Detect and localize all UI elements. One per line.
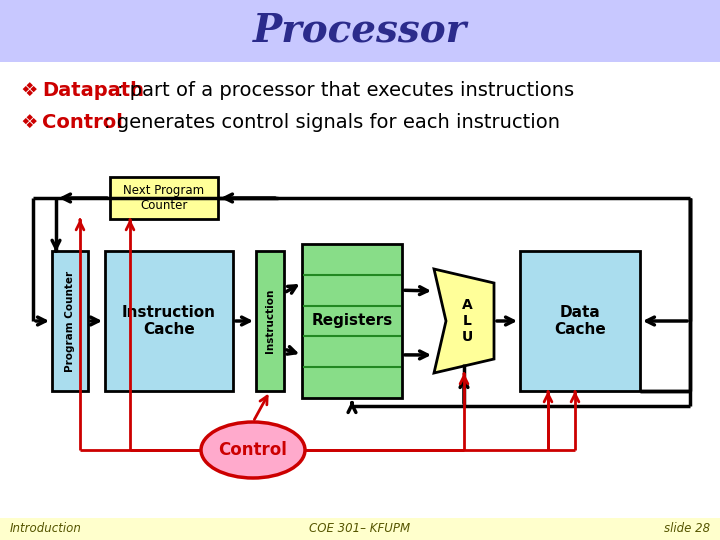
Text: Introduction: Introduction xyxy=(10,523,82,536)
Text: Next Program
Counter: Next Program Counter xyxy=(123,184,204,212)
Bar xyxy=(302,244,402,398)
Text: Control: Control xyxy=(219,441,287,459)
Text: Datapath: Datapath xyxy=(42,80,144,99)
Bar xyxy=(105,251,233,391)
Text: : generates control signals for each instruction: : generates control signals for each ins… xyxy=(104,112,560,132)
Text: Instruction: Instruction xyxy=(265,289,275,353)
Bar xyxy=(520,251,640,391)
Bar xyxy=(256,251,284,391)
Text: ❖: ❖ xyxy=(20,112,37,132)
Text: slide 28: slide 28 xyxy=(664,523,710,536)
Bar xyxy=(110,177,218,219)
Text: ❖: ❖ xyxy=(20,80,37,99)
Text: Registers: Registers xyxy=(311,314,392,328)
Polygon shape xyxy=(434,269,494,373)
Bar xyxy=(0,0,720,62)
Bar xyxy=(52,251,88,391)
Text: Control: Control xyxy=(42,112,123,132)
Bar xyxy=(0,518,720,540)
Text: A
L
U: A L U xyxy=(462,298,472,344)
Text: Data
Cache: Data Cache xyxy=(554,305,606,337)
Text: Instruction
Cache: Instruction Cache xyxy=(122,305,216,337)
Text: : part of a processor that executes instructions: : part of a processor that executes inst… xyxy=(117,80,574,99)
Text: COE 301– KFUPM: COE 301– KFUPM xyxy=(310,523,410,536)
Text: Processor: Processor xyxy=(253,12,467,50)
Text: Program Counter: Program Counter xyxy=(65,271,75,372)
Ellipse shape xyxy=(201,422,305,478)
